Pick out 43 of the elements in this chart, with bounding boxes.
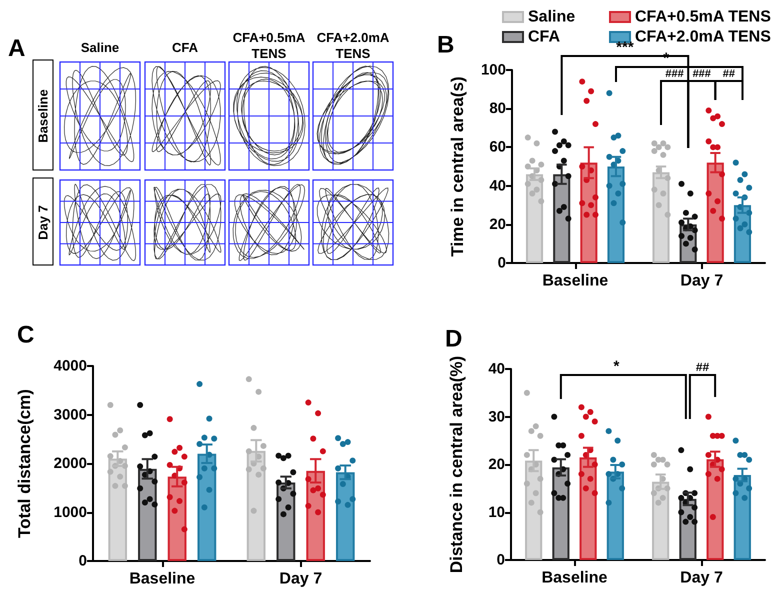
x-tick-label: Baseline bbox=[129, 570, 196, 588]
x-tick-label: Day 7 bbox=[680, 570, 723, 586]
y-tick-label: 1000 bbox=[54, 504, 87, 521]
legend-label: CFA bbox=[528, 28, 560, 46]
y-tick-label: 3000 bbox=[54, 406, 87, 424]
y-tick-label: 80 bbox=[489, 100, 506, 118]
text: *** bbox=[616, 39, 634, 56]
category-label: Saline bbox=[80, 40, 120, 55]
x-tick-label: Day 7 bbox=[279, 570, 322, 588]
x-tick-label: Baseline bbox=[542, 570, 608, 586]
chart-title: C bbox=[17, 322, 34, 348]
y-tick-label: 40 bbox=[488, 360, 505, 378]
y-axis-title: Time in central area(s) bbox=[448, 76, 467, 257]
y-axis-title: Distance in central area(%) bbox=[447, 356, 466, 574]
annotation: * bbox=[613, 358, 620, 375]
y-tick-label: 40 bbox=[489, 177, 506, 194]
legend-label: CFA+0.5mA TENS bbox=[635, 8, 772, 26]
legend-label: CFA+2.0mA TENS bbox=[635, 28, 772, 46]
chart-title: B bbox=[437, 32, 454, 58]
y-tick-label: 60 bbox=[489, 138, 506, 156]
y-tick-label: 20 bbox=[489, 216, 506, 233]
y-tick-label: 4000 bbox=[54, 358, 87, 374]
annotation: ## bbox=[696, 360, 710, 374]
y-axis-title: Total distance(cm) bbox=[15, 389, 34, 538]
y-tick-label: 0 bbox=[496, 552, 505, 568]
chart-title: D bbox=[445, 326, 462, 352]
legend-label: Saline bbox=[528, 8, 576, 26]
y-tick-label: 30 bbox=[488, 408, 505, 426]
category-label: CFA+0.5mA TENS bbox=[232, 30, 306, 61]
y-tick-label: 20 bbox=[488, 456, 505, 473]
annotation: ## bbox=[722, 68, 736, 80]
text: A bbox=[8, 35, 26, 62]
y-tick-label: 100 bbox=[480, 62, 506, 78]
y-tick-label: 0 bbox=[498, 254, 506, 272]
category-label: CFA bbox=[172, 40, 199, 55]
annotation: ### bbox=[665, 68, 684, 80]
category-label: Day 7 bbox=[36, 205, 50, 240]
y-tick-label: 2000 bbox=[54, 455, 87, 472]
category-label: CFA+2.0mA TENS bbox=[316, 30, 390, 61]
y-tick-label: 10 bbox=[488, 504, 505, 521]
category-label: Baseline bbox=[36, 89, 50, 143]
annotation: ### bbox=[692, 68, 711, 80]
y-tick-label: 0 bbox=[78, 552, 87, 570]
